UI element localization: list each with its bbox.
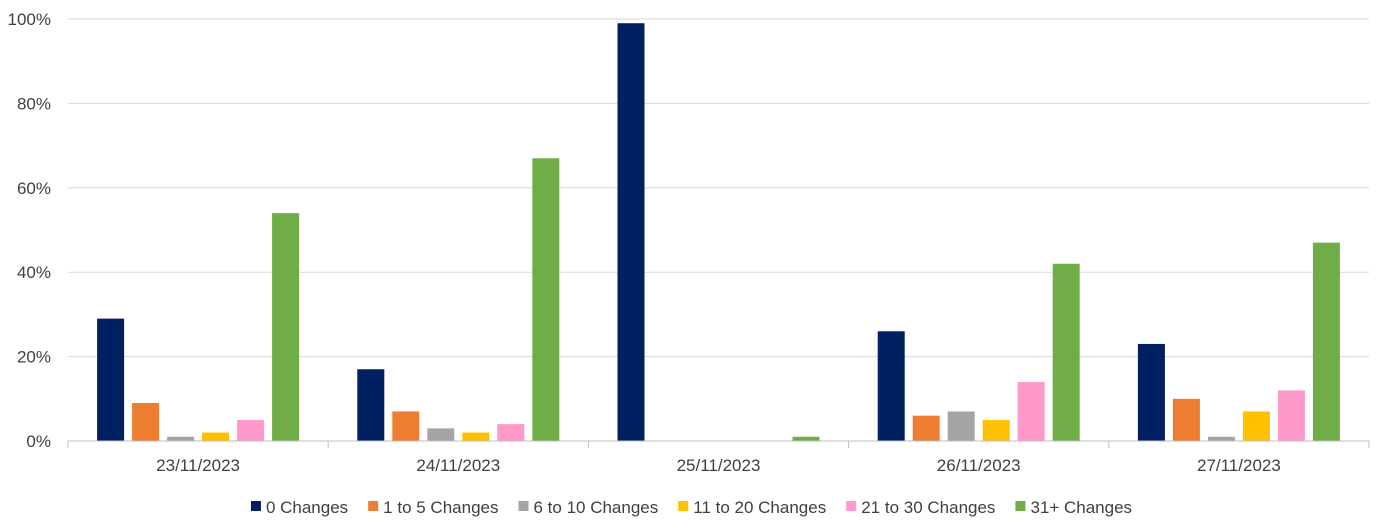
legend-label: 6 to 10 Changes xyxy=(533,498,658,517)
x-tick-label: 25/11/2023 xyxy=(677,456,761,475)
bar xyxy=(1017,381,1045,441)
bar xyxy=(237,419,265,441)
y-tick-label: 100% xyxy=(8,10,51,29)
bar xyxy=(392,411,420,441)
bar xyxy=(132,403,160,441)
bar xyxy=(912,415,940,441)
bar xyxy=(97,318,125,441)
y-tick-label: 60% xyxy=(17,179,51,198)
bar xyxy=(877,331,905,441)
bar xyxy=(1277,390,1305,441)
legend-swatch xyxy=(250,501,261,511)
legend-swatch xyxy=(368,501,379,511)
legend-item: 0 Changes xyxy=(250,498,348,517)
legend-label: 21 to 30 Changes xyxy=(861,498,995,517)
x-tick-label: 27/11/2023 xyxy=(1197,456,1281,475)
y-tick-label: 40% xyxy=(17,263,51,282)
bar xyxy=(272,213,300,441)
x-tick-label: 24/11/2023 xyxy=(416,456,500,475)
legend-item: 6 to 10 Changes xyxy=(518,498,658,517)
bar xyxy=(167,436,195,441)
y-tick-label: 20% xyxy=(17,348,51,367)
bar xyxy=(497,424,525,441)
legend-swatch xyxy=(846,501,857,511)
bar xyxy=(427,428,455,441)
y-tick-label: 0% xyxy=(26,432,51,451)
bar xyxy=(1312,242,1340,441)
bar xyxy=(1172,398,1200,441)
legend-label: 11 to 20 Changes xyxy=(693,498,826,517)
bar xyxy=(1207,436,1235,441)
bar xyxy=(947,411,975,441)
bar xyxy=(792,436,820,441)
legend-swatch xyxy=(678,501,689,511)
bar xyxy=(1137,343,1165,441)
legend-item: 1 to 5 Changes xyxy=(368,498,498,517)
legend-item: 31+ Changes xyxy=(1015,498,1132,517)
legend-label: 1 to 5 Changes xyxy=(383,498,498,517)
legend-label: 31+ Changes xyxy=(1030,498,1132,517)
bar xyxy=(1052,263,1080,441)
bar xyxy=(532,158,560,441)
gridlines xyxy=(68,18,1369,358)
axes: 0% 20% 40% 60% 80% 100% 23/11/2023 24/11/2023 25… xyxy=(8,10,1370,475)
x-tick-label: 26/11/2023 xyxy=(937,456,1021,475)
bar xyxy=(202,432,230,441)
x-tick-label: 23/11/2023 xyxy=(156,456,240,475)
legend-item: 21 to 30 Changes xyxy=(846,498,995,517)
legend-item: 11 to 20 Changes xyxy=(678,498,826,517)
bar xyxy=(462,432,490,441)
bars xyxy=(97,23,1340,441)
bar xyxy=(982,419,1010,441)
bar xyxy=(617,23,645,441)
legend-label: 0 Changes xyxy=(266,498,348,517)
y-tick-label: 80% xyxy=(17,94,51,113)
bar xyxy=(1242,411,1270,441)
legend-swatch xyxy=(518,501,529,511)
bar xyxy=(357,369,385,441)
legend: 0 Changes 1 to 5 Changes 6 to 10 Changes 11… xyxy=(250,498,1132,517)
legend-swatch xyxy=(1015,501,1026,511)
